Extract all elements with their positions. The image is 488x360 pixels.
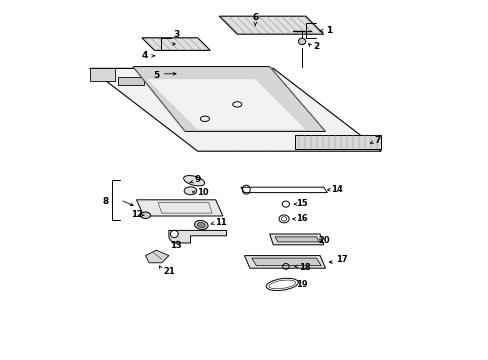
Text: 7: 7	[374, 136, 380, 145]
Ellipse shape	[170, 230, 178, 238]
Polygon shape	[275, 237, 319, 242]
Text: 3: 3	[173, 30, 179, 39]
Polygon shape	[89, 68, 381, 151]
Polygon shape	[244, 256, 325, 268]
Text: 11: 11	[215, 218, 226, 227]
Ellipse shape	[194, 220, 208, 230]
Polygon shape	[147, 79, 305, 130]
Text: 8: 8	[102, 197, 109, 206]
Ellipse shape	[140, 212, 150, 219]
Polygon shape	[168, 230, 226, 243]
Ellipse shape	[183, 176, 204, 186]
Text: 13: 13	[170, 241, 182, 250]
Polygon shape	[142, 38, 210, 50]
Text: 10: 10	[197, 188, 208, 197]
Polygon shape	[269, 234, 323, 245]
Text: 1: 1	[325, 26, 331, 35]
Polygon shape	[136, 200, 223, 216]
Text: 14: 14	[331, 185, 343, 194]
Text: 2: 2	[313, 42, 319, 51]
Text: 15: 15	[296, 199, 307, 208]
Ellipse shape	[184, 187, 196, 195]
Polygon shape	[294, 135, 381, 149]
Text: 20: 20	[318, 236, 329, 245]
Polygon shape	[118, 77, 143, 85]
Text: 16: 16	[296, 214, 307, 223]
Text: 17: 17	[335, 256, 347, 264]
Text: 9: 9	[194, 175, 201, 184]
Text: 21: 21	[163, 267, 174, 276]
Polygon shape	[251, 258, 321, 266]
Polygon shape	[133, 67, 325, 131]
Text: 6: 6	[252, 13, 258, 22]
Text: 12: 12	[130, 210, 142, 219]
Polygon shape	[219, 16, 323, 34]
Ellipse shape	[298, 38, 305, 45]
Text: 18: 18	[299, 263, 310, 271]
Text: 19: 19	[296, 280, 307, 289]
Polygon shape	[89, 68, 115, 81]
Polygon shape	[145, 250, 168, 263]
Text: 4: 4	[142, 51, 148, 60]
Ellipse shape	[197, 222, 205, 228]
Text: 5: 5	[153, 71, 159, 80]
Polygon shape	[147, 79, 305, 130]
